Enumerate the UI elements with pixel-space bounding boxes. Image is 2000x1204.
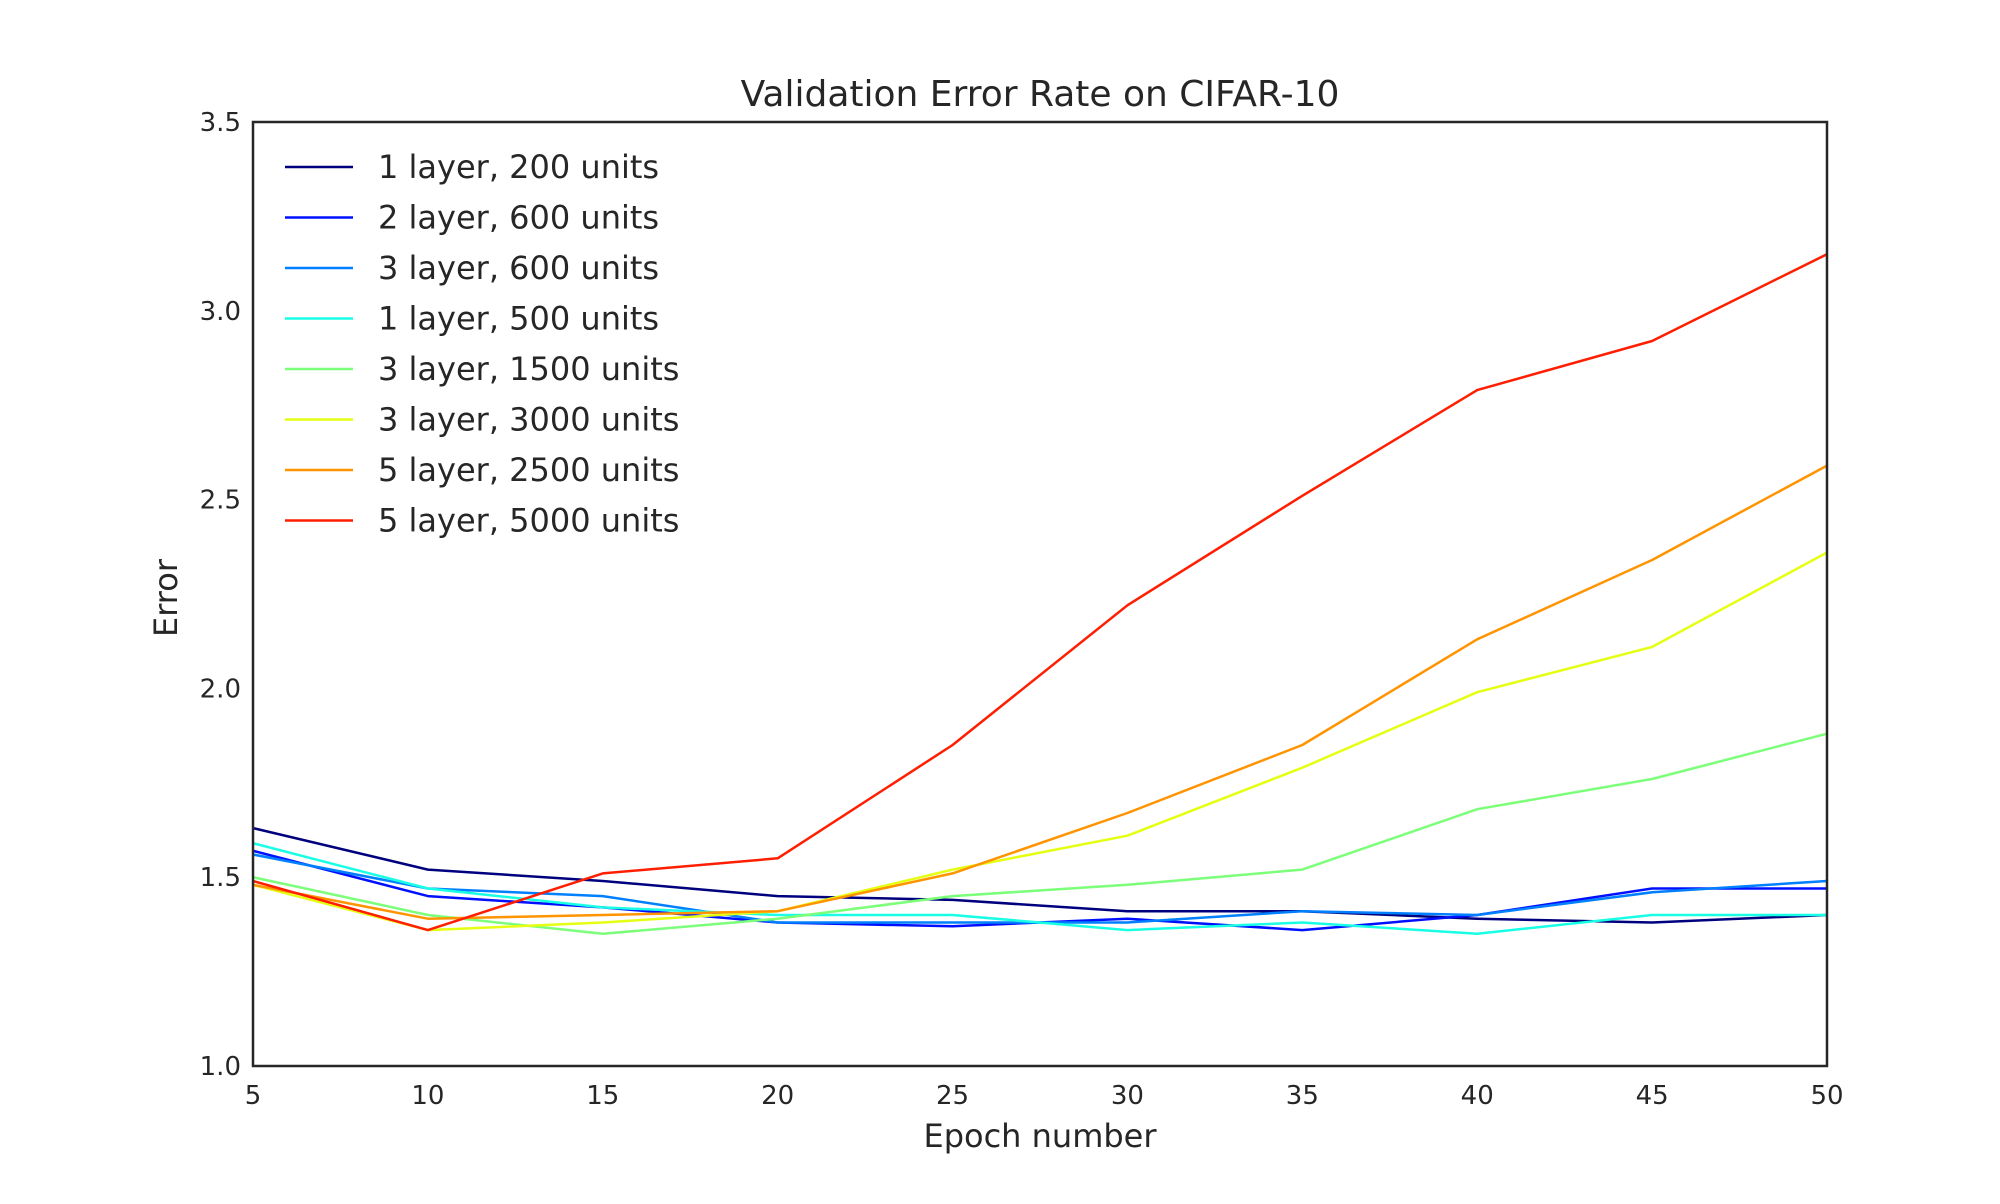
y-tick-label: 2.5 — [200, 486, 241, 516]
x-tick-label: 50 — [1810, 1081, 1843, 1111]
x-axis-ticks: 5 10 15 20 25 30 35 40 45 50 — [245, 1081, 1844, 1111]
series-line-5 — [252, 732, 1828, 936]
plot-area — [252, 253, 1828, 936]
chart-title: Validation Error Rate on CIFAR-10 — [741, 74, 1340, 115]
x-tick-label: 30 — [1111, 1081, 1144, 1111]
legend-label: 2 layer, 600 units — [378, 199, 659, 237]
legend-label: 3 layer, 3000 units — [378, 401, 679, 439]
y-tick-label: 3.5 — [200, 108, 241, 138]
x-tick-label: 45 — [1636, 1081, 1669, 1111]
y-axis-label: Error — [147, 558, 185, 637]
legend-label: 3 layer, 600 units — [378, 249, 659, 287]
series-line-7 — [252, 464, 1828, 920]
legend-label: 3 layer, 1500 units — [378, 350, 679, 388]
plot-frame — [251, 120, 1829, 1068]
legend-label: 5 layer, 2500 units — [378, 451, 679, 489]
series-line-4 — [252, 841, 1827, 936]
x-tick-label: 20 — [761, 1081, 794, 1111]
legend-label: 5 layer, 5000 units — [378, 502, 679, 540]
x-tick-label: 25 — [936, 1081, 969, 1111]
series-line-6 — [252, 551, 1828, 932]
series-line-8 — [252, 253, 1828, 932]
x-axis-label: Epoch number — [923, 1117, 1157, 1155]
legend: 1 layer, 200 units 2 layer, 600 units 3 la… — [285, 148, 679, 540]
y-tick-label: 1.0 — [200, 1052, 241, 1082]
y-tick-label: 2.0 — [200, 674, 241, 704]
legend-label: 1 layer, 500 units — [378, 300, 659, 338]
y-axis-ticks: 1.0 1.5 2.0 2.5 3.0 3.5 — [200, 108, 241, 1082]
x-tick-label: 5 — [245, 1081, 262, 1111]
y-tick-label: 1.5 — [200, 863, 241, 893]
y-tick-label: 3.0 — [200, 297, 241, 327]
x-tick-label: 10 — [411, 1081, 444, 1111]
legend-label: 1 layer, 200 units — [378, 148, 659, 186]
x-tick-label: 35 — [1286, 1081, 1319, 1111]
x-tick-label: 40 — [1461, 1081, 1494, 1111]
series-line-1 — [252, 826, 1828, 924]
x-tick-label: 15 — [586, 1081, 619, 1111]
